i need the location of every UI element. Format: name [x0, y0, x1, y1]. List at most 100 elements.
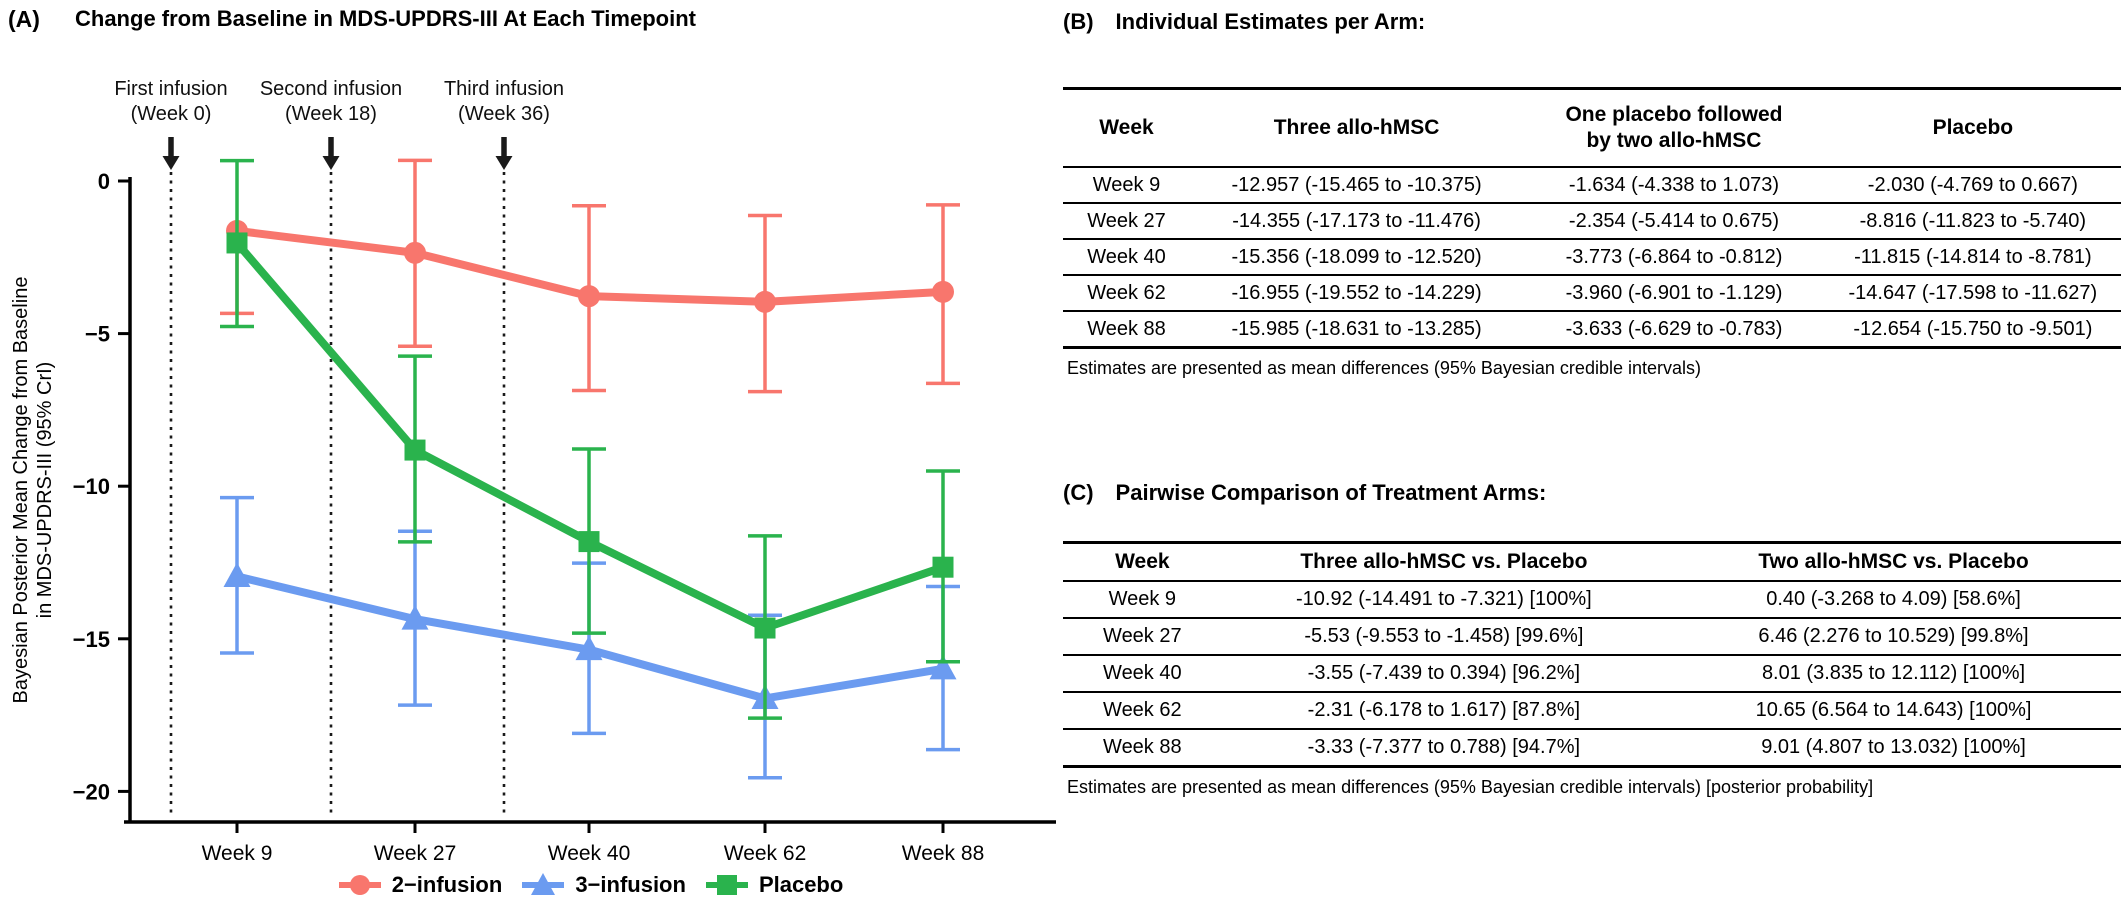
chart-canvas: First infusion (Week 0) Second infusion (We… [10, 78, 1056, 865]
table-row: Week 40 -15.356 (-18.099 to -12.520) -3.77… [1063, 239, 2121, 276]
panel-b-footnote: Estimates are presented as mean differen… [1067, 358, 1701, 378]
data-point [404, 241, 426, 264]
legend-item-Placebo: Placebo [704, 870, 843, 900]
table-cell: Week 9 [1063, 167, 1190, 204]
svg-text:Week 27: Week 27 [374, 842, 457, 865]
table-cell: -3.33 (-7.377 to 0.788) [94.7%] [1307, 736, 1581, 758]
legend-triangle-icon [522, 873, 565, 895]
svg-text:(Week 36): (Week 36) [458, 103, 550, 125]
table-cell: -11.815 (-14.814 to -8.781) [1824, 239, 2121, 276]
table-cell: Week 40 [1063, 655, 1222, 693]
column-header: Placebo [1824, 88, 2121, 168]
svg-text:−10: −10 [73, 474, 110, 499]
svg-text:−5: −5 [85, 322, 110, 347]
svg-text:Second infusion: Second infusion [260, 78, 402, 100]
data-point [575, 635, 603, 661]
column-header: One placebo followed by two allo-hMSC [1523, 88, 1825, 168]
svg-text:Third infusion: Third infusion [444, 78, 564, 100]
svg-text:(Week 0): (Week 0) [131, 103, 212, 125]
axes: 0 −5 −10 −15 −20 Week 9 Week 27 Week 40 Week 62 W… [73, 169, 1056, 865]
table-row: Week 88 -3.33 (-7.377 to 0.788) [94.7%] 9.… [1063, 729, 2121, 767]
table-cell: -15.985 (-18.631 to -13.285) [1231, 317, 1482, 340]
table-cell: Week 62 [1063, 275, 1190, 312]
panel-c-label: (C) [1063, 480, 1094, 505]
column-header: Week [1063, 88, 1190, 168]
panel-c-title-text: Pairwise Comparison of Treatment Arms: [1115, 480, 1547, 505]
column-header: Three allo-hMSC [1189, 88, 1524, 168]
pairwise-comparison-table: Week Three allo-hMSC vs. Placebo Two allo-… [1063, 541, 2121, 768]
table-row: Week 9 -10.92 (-14.491 to -7.321) [100%] 0… [1063, 581, 2121, 619]
table-cell: -14.647 (-17.598 to -11.627) [1824, 275, 2121, 312]
table-row: Week 9 -12.957 (-15.465 to -10.375) -1.634… [1063, 167, 2121, 204]
arrow-down-icon [322, 156, 340, 170]
table-cell: Week 88 [1103, 736, 1182, 758]
svg-text:0: 0 [98, 169, 110, 194]
table-row: Week 40 -3.55 (-7.439 to 0.394) [96.2%] 8.… [1063, 655, 2121, 693]
table-cell: Week 40 [1063, 239, 1190, 276]
table-row: Week 27 -5.53 (-9.553 to -1.458) [99.6%] 6… [1063, 618, 2121, 656]
table-cell: -2.354 (-5.414 to 0.675) [1523, 203, 1825, 240]
header-row: Week Three allo-hMSC vs. Placebo Two allo-… [1063, 542, 2121, 582]
series-Placebo [220, 158, 960, 720]
legend-label: 2−infusion [391, 872, 503, 897]
table-cell: 9.01 (4.807 to 13.032) [100%] [1761, 736, 2026, 758]
panel-a-title: Change from Baseline in MDS-UPDRS-III At… [75, 6, 696, 31]
table-cell: -5.53 (-9.553 to -1.458) [99.6%] [1221, 618, 1667, 656]
series-2-infusion [220, 158, 960, 394]
panel-c: (C) Pairwise Comparison of Treatment Arms… [1063, 479, 2121, 798]
individual-estimates-table: Week Three allo-hMSC One placebo followed b… [1063, 87, 2121, 349]
legend-item-3-infusion: 3−infusion [520, 870, 686, 900]
column-header: Three allo-hMSC vs. Placebo [1221, 542, 1667, 582]
infusion-annotation-week-0: First infusion (Week 0) [114, 78, 228, 818]
chart-legend: 2−infusion 3−infusion Placebo [124, 870, 1056, 900]
table-cell: -16.955 (-19.552 to -14.229) [1189, 275, 1524, 312]
data-point [932, 556, 954, 578]
panel-b-title: (B) Individual Estimates per Arm: [1063, 8, 2121, 36]
table-cell: -3.55 (-7.439 to 0.394) [96.2%] [1221, 655, 1667, 693]
table-cell: -10.92 (-14.491 to -7.321) [100%] [1221, 581, 1667, 619]
table-cell: Week 62 [1063, 692, 1222, 730]
y-axis-label: Bayesian Posterior Mean Change from Base… [10, 277, 56, 704]
table-cell: 8.01 (3.835 to 12.112) [100%] [1666, 655, 2121, 693]
table-cell: -2.030 (-4.769 to 0.667) [1824, 167, 2121, 204]
column-header: Two allo-hMSC vs. Placebo [1666, 542, 2121, 582]
data-point [932, 280, 954, 303]
arrow-down-icon [162, 156, 180, 170]
table-cell: -8.816 (-11.823 to -5.740) [1824, 203, 2121, 240]
table-row: Week 62 -16.955 (-19.552 to -14.229) -3.96… [1063, 275, 2121, 312]
table-cell: -3.633 (-6.629 to -0.783) [1565, 317, 1783, 340]
svg-text:Bayesian Posterior Mean Change: Bayesian Posterior Mean Change from Base… [10, 277, 32, 704]
table-row: Week 88 -15.985 (-18.631 to -13.285) -3.63… [1063, 311, 2121, 348]
arrow-down-icon [495, 156, 513, 170]
svg-text:(Week 18): (Week 18) [285, 103, 377, 125]
data-point [223, 562, 251, 587]
svg-text:in MDS-UPDRS-III (95% CrI): in MDS-UPDRS-III (95% CrI) [34, 362, 56, 619]
data-point [578, 531, 600, 553]
svg-text:First infusion: First infusion [114, 78, 227, 100]
svg-text:Week 9: Week 9 [202, 842, 273, 865]
table-cell: -12.957 (-15.465 to -10.375) [1189, 167, 1524, 204]
legend-label: Placebo [758, 872, 844, 897]
table-row: Week 27 -14.355 (-17.173 to -11.476) -2.35… [1063, 203, 2121, 240]
data-point [754, 290, 776, 313]
table-cell: 10.65 (6.564 to 14.643) [100%] [1666, 692, 2121, 730]
table-cell: -1.634 (-4.338 to 1.073) [1523, 167, 1825, 204]
panel-b-title-text: Individual Estimates per Arm: [1115, 9, 1426, 34]
data-point [578, 285, 600, 308]
table-cell: Week 27 [1063, 618, 1222, 656]
panel-c-title: (C) Pairwise Comparison of Treatment Arms… [1063, 479, 2121, 507]
table-row: Week 62 -2.31 (-6.178 to 1.617) [87.8%] 10… [1063, 692, 2121, 730]
table-cell: -3.960 (-6.901 to -1.129) [1523, 275, 1825, 312]
legend-square-icon [705, 875, 748, 895]
data-point [226, 232, 248, 254]
svg-text:Week 88: Week 88 [902, 842, 985, 865]
legend-circle-icon [338, 875, 381, 895]
table-cell: Week 88 [1087, 317, 1166, 340]
panel-a: (A) Change from Baseline in MDS-UPDRS-II… [0, 0, 1062, 917]
table-cell: 6.46 (2.276 to 10.529) [99.8%] [1666, 618, 2121, 656]
table-cell: Week 9 [1063, 581, 1222, 619]
header-row: Week Three allo-hMSC One placebo followed b… [1063, 88, 2121, 168]
infusion-annotation-week-18: Second infusion (Week 18) [260, 78, 402, 818]
table-cell: 0.40 (-3.268 to 4.09) [58.6%] [1666, 581, 2121, 619]
